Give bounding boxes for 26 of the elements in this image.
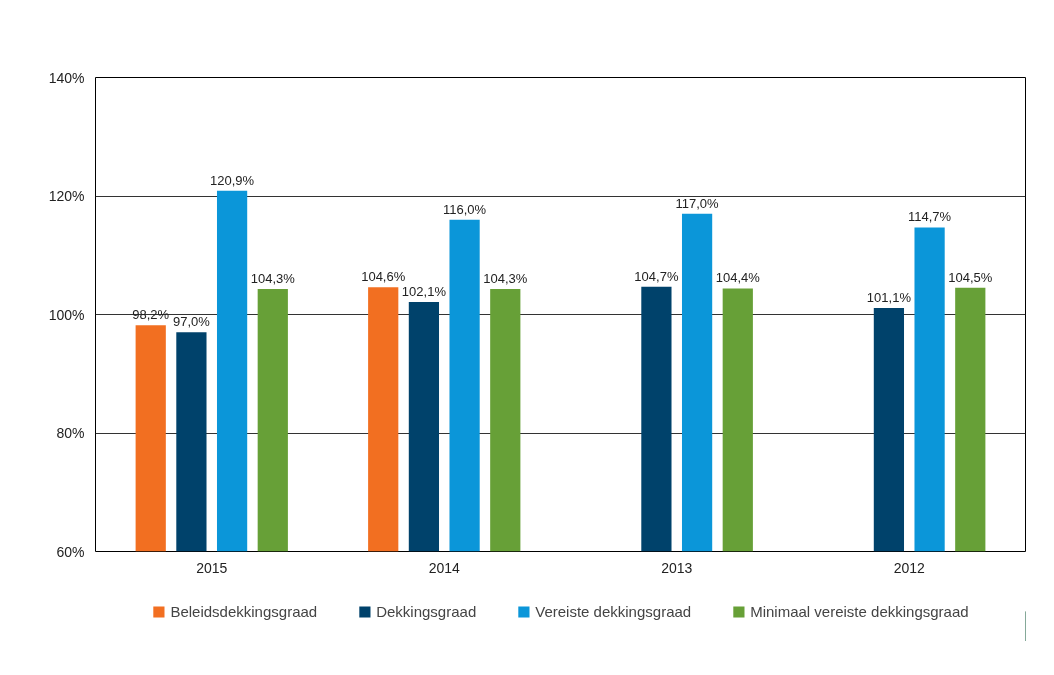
- x-tick-label: 2014: [428, 559, 461, 576]
- data-label: 120,9%: [210, 172, 255, 188]
- legend-label: Dekkingsgraad: [376, 602, 477, 620]
- data-label: 104,7%: [634, 268, 679, 284]
- y-tick-label: 100%: [48, 306, 85, 323]
- data-label: 104,4%: [715, 270, 761, 286]
- y-tick-label: 140%: [48, 69, 85, 86]
- data-label: 116,0%: [443, 201, 487, 217]
- data-label: 104,3%: [483, 271, 528, 287]
- data-label: 117,0%: [675, 195, 720, 211]
- y-tick-label: 120%: [48, 188, 85, 204]
- legend-label: Vereiste dekkingsgraad: [535, 602, 692, 620]
- data-label: 97,0%: [172, 314, 211, 330]
- y-tick-label: 80%: [56, 425, 85, 441]
- legend-label: Minimaal vereiste dekkingsgraad: [750, 602, 969, 620]
- x-tick-label: 2013: [661, 559, 693, 576]
- data-label: 104,3%: [250, 271, 296, 287]
- x-tick-label: 2015: [196, 559, 228, 576]
- data-label: 114,7%: [908, 209, 952, 225]
- data-label: 104,6%: [361, 269, 406, 285]
- y-tick-label: 60%: [56, 543, 85, 560]
- data-label: 102,1%: [401, 284, 447, 300]
- x-tick-label: 2012: [893, 559, 926, 576]
- legend-label: Beleidsdekkingsgraad: [170, 602, 318, 620]
- data-label: 101,1%: [866, 289, 912, 305]
- data-label: 104,5%: [948, 269, 993, 285]
